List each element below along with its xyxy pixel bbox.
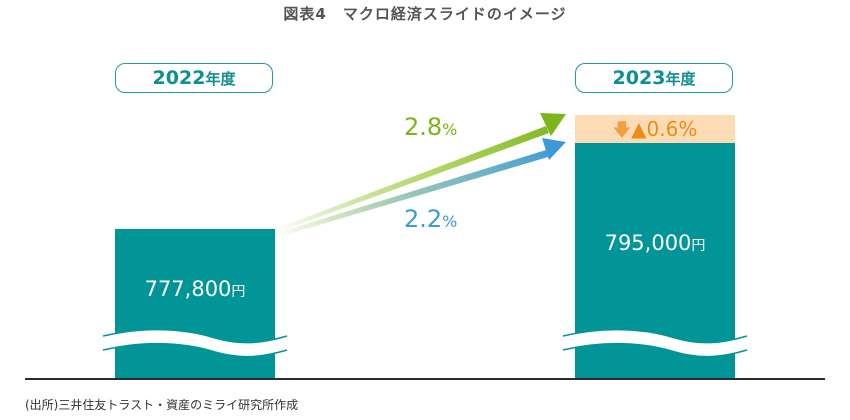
value-number: 777,800 [144,277,232,301]
axis-break-wave-icon [562,328,748,358]
slide-adjustment-band: 🡇▲0.6% [575,115,735,143]
year-unit: 年度 [665,70,696,88]
bar-value-2022: 777,800円 [115,277,275,301]
rate-value: 2.8 [404,113,443,141]
year-label-2022: 2022年度 [115,63,273,93]
yen-unit: 円 [231,284,246,300]
green-arrow-icon [278,113,566,232]
rate-label-blue: 2.2% [404,205,457,233]
value-number: 795,000 [604,231,692,255]
rate-value: 2.2 [404,205,443,233]
blue-arrow-icon [280,138,566,236]
down-arrow-icon: 🡇 [612,120,632,141]
source-note: (出所)三井住友トラスト・資産のミライ研究所作成 [25,398,299,412]
yen-unit: 円 [691,238,706,254]
rate-unit: % [442,212,458,231]
bar-value-2023: 795,000円 [575,231,735,255]
rate-unit: % [442,120,458,139]
chart-title: 図表4 マクロ経済スライドのイメージ [283,5,567,23]
year-label-2023: 2023年度 [575,63,733,93]
year-number: 2023 [612,67,666,89]
slide-value: ▲0.6% [631,117,698,141]
x-axis-baseline [25,378,825,380]
year-unit: 年度 [205,70,236,88]
axis-break-wave-icon [102,328,288,358]
year-number: 2022 [152,67,206,89]
rate-label-green: 2.8% [404,113,457,141]
